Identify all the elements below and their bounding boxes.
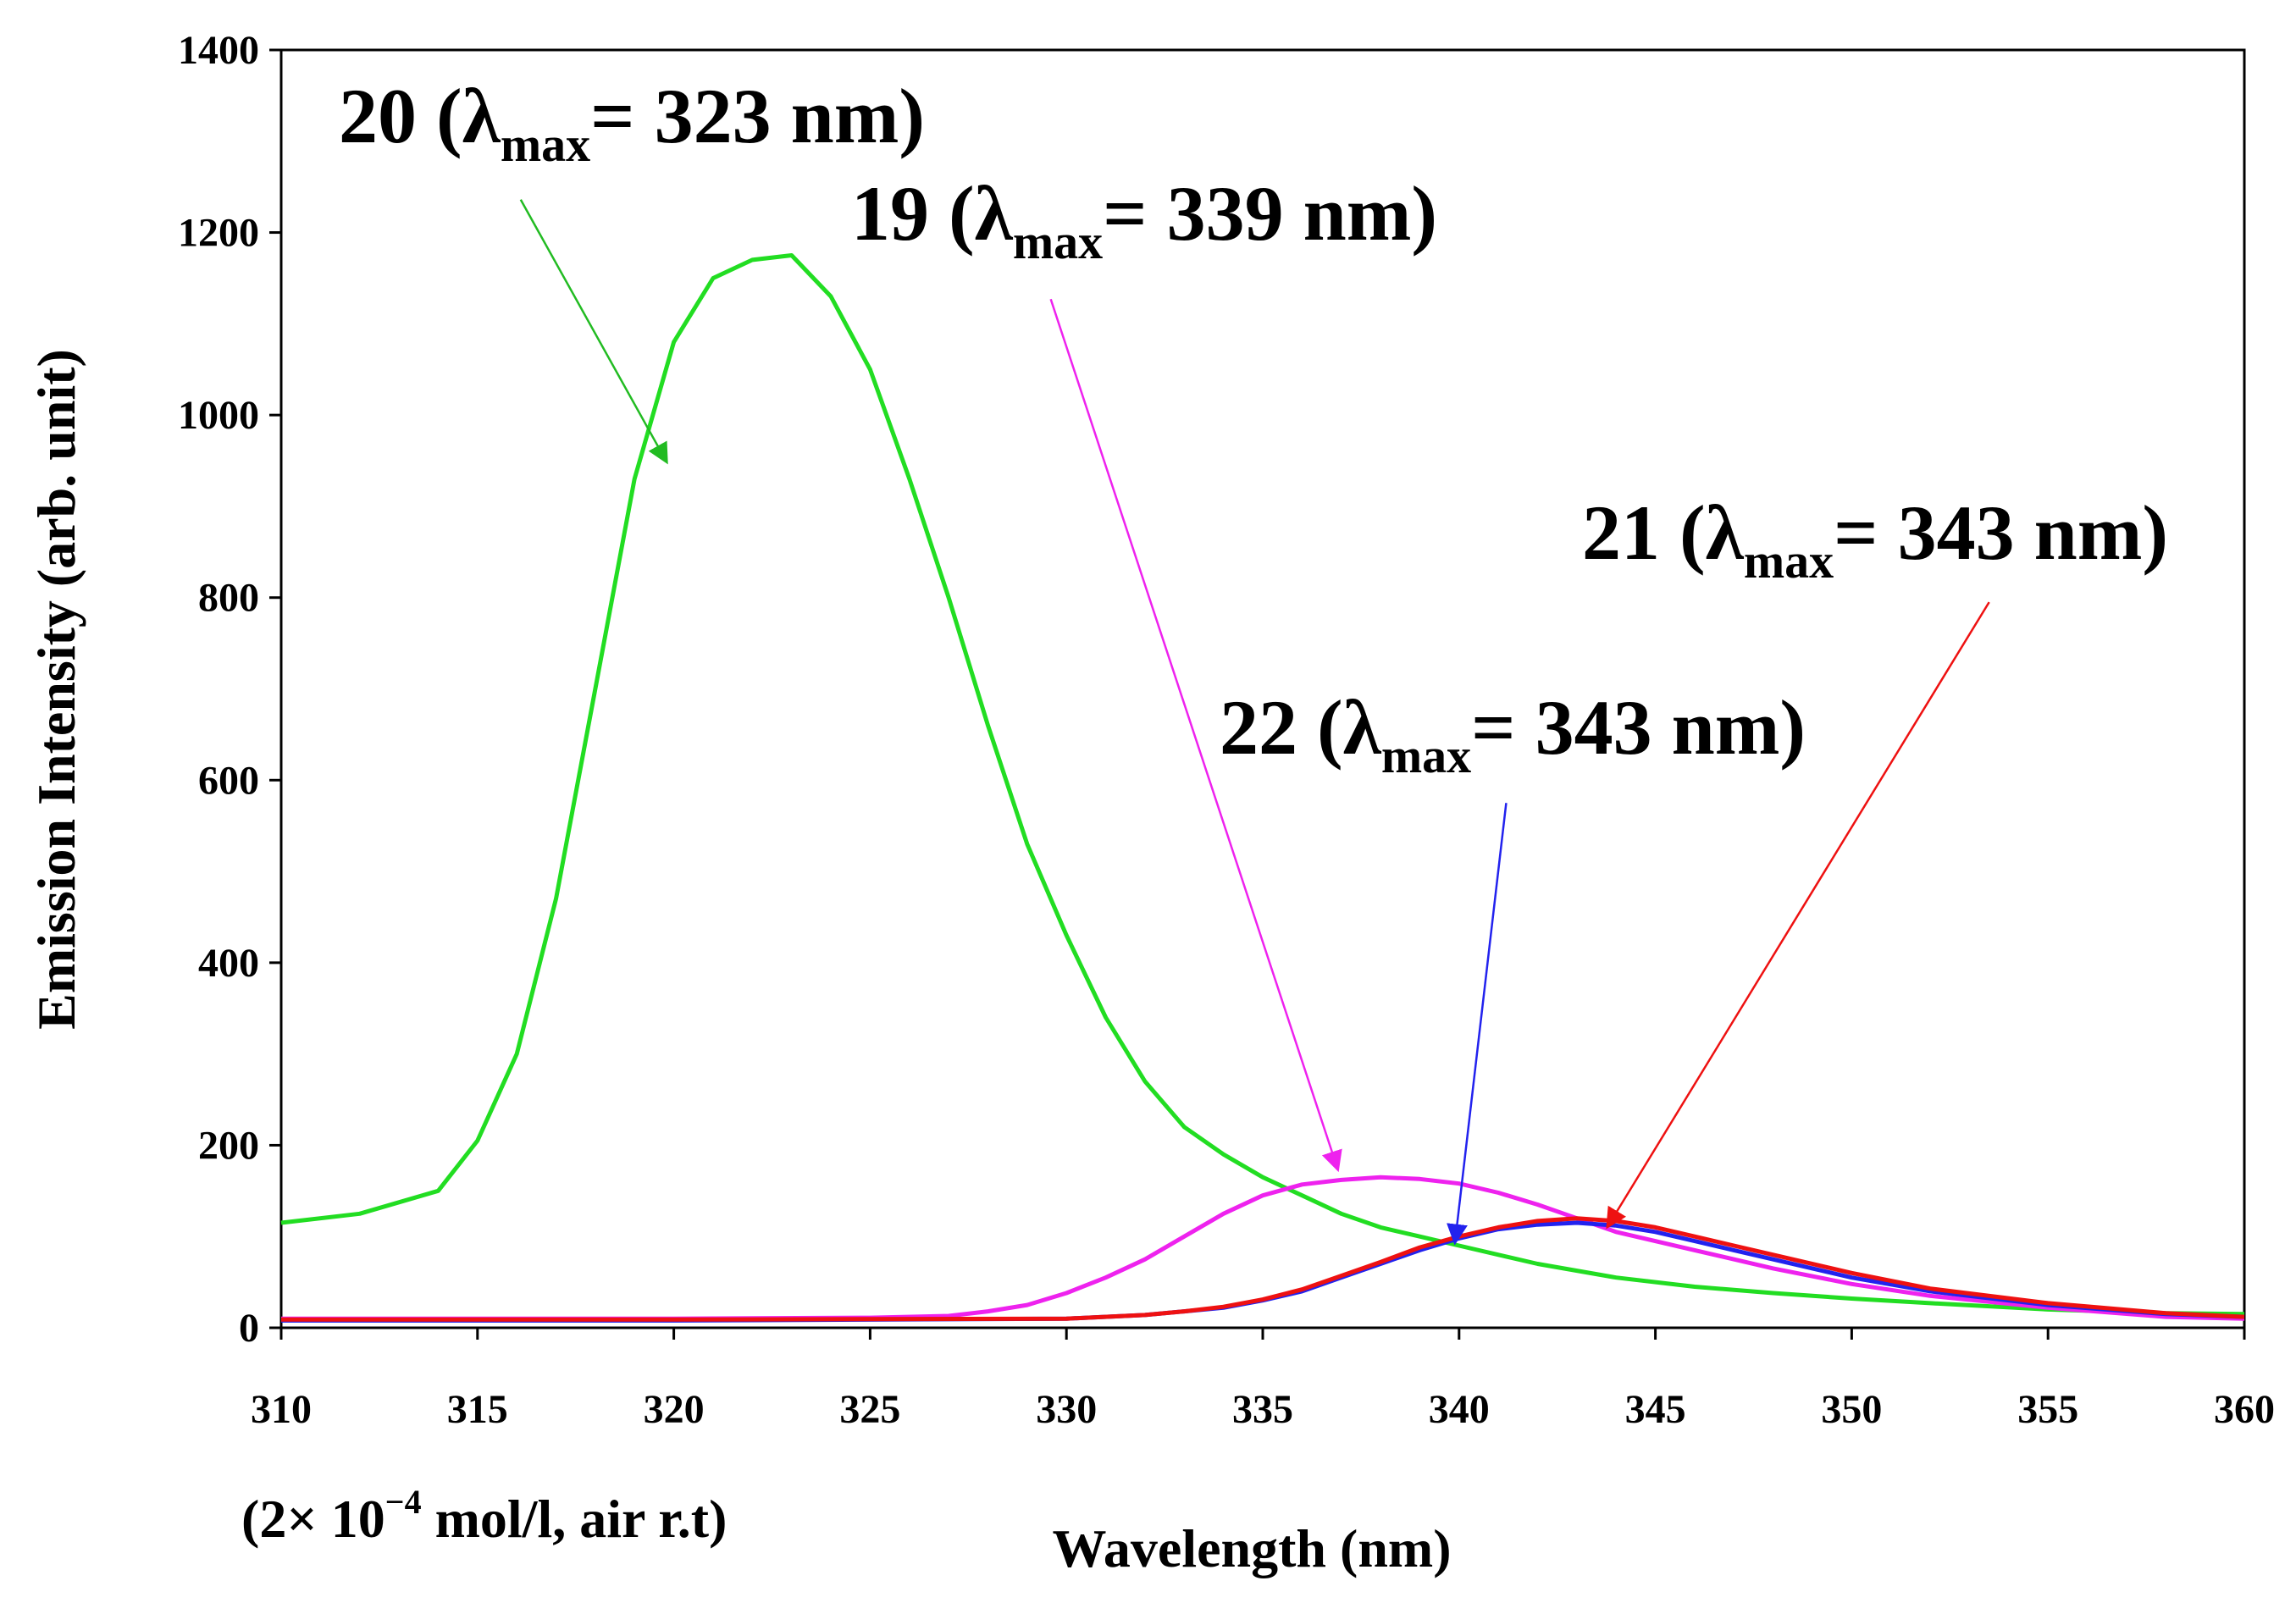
x-axis-ticks: 310 315 320 325 330 335 340 345 350 355 360	[251, 1328, 2275, 1432]
y-tick-label: 1400	[178, 28, 259, 73]
series-line-21	[281, 1216, 2245, 1322]
y-tick-label: 600	[198, 758, 259, 803]
y-tick-label: 800	[198, 576, 259, 621]
x-tick-label: 340	[1429, 1387, 1490, 1432]
concentration-exponent: −4	[385, 1483, 422, 1521]
x-tick-label: 355	[2017, 1387, 2078, 1432]
annotation-arrow-21	[1606, 601, 1990, 1230]
annotation-arrow-22	[1447, 803, 1508, 1246]
x-tick-label: 310	[251, 1387, 312, 1432]
annotation-sub: max	[1381, 728, 1471, 783]
annotation-rest: = 339 nm)	[1103, 170, 1437, 257]
annotation-label-19: 19 (λmax= 339 nm)	[851, 170, 1437, 269]
series-line-20	[280, 253, 2245, 1317]
annotation-layer: 20 (λmax= 323 nm)19 (λmax= 339 nm)22 (λm…	[339, 73, 2168, 1246]
y-tick-label: 400	[198, 941, 259, 986]
annotation-open: (	[417, 73, 462, 159]
y-tick-label: 1000	[178, 393, 259, 438]
y-tick-label: 0	[239, 1306, 259, 1351]
annotation-lambda: λ	[1706, 489, 1745, 576]
x-tick-label: 320	[644, 1387, 705, 1432]
annotation-label-22: 22 (λmax= 343 nm)	[1220, 684, 1806, 783]
annotation-sub: max	[1744, 533, 1834, 589]
annotation-lambda: λ	[975, 170, 1014, 257]
annotation-open: (	[929, 170, 975, 257]
annotation-open: (	[1297, 684, 1343, 771]
concentration-base: 10	[318, 1489, 385, 1549]
y-tick-label: 1200	[178, 211, 259, 256]
x-tick-label: 350	[1821, 1387, 1882, 1432]
annotation-number: 20	[339, 73, 417, 159]
annotation-lambda: λ	[1343, 684, 1382, 771]
annotation-number: 19	[851, 170, 929, 257]
annotation-sub: max	[1013, 214, 1103, 269]
concentration-note: (2× 10−4 mol/l, air r.t)	[241, 1483, 727, 1549]
annotation-lambda: λ	[462, 73, 501, 159]
annotation-sub: max	[501, 117, 590, 172]
annotation-number: 21	[1582, 489, 1660, 576]
x-tick-label: 335	[1232, 1387, 1293, 1432]
x-tick-label: 315	[447, 1387, 508, 1432]
x-tick-label: 345	[1625, 1387, 1686, 1432]
annotation-arrow-19	[1049, 298, 1342, 1173]
series-layer	[280, 253, 2245, 1323]
x-tick-label: 325	[839, 1387, 900, 1432]
annotation-rest: = 343 nm)	[1471, 684, 1806, 771]
annotation-arrow-20	[519, 199, 668, 465]
x-tick-label: 360	[2214, 1387, 2275, 1432]
x-axis-title: Wavelength (nm)	[1052, 1518, 1451, 1578]
times-sign: ×	[286, 1489, 317, 1549]
y-axis-title: Emission Intensity (arb. unit)	[26, 349, 86, 1030]
y-tick-label: 200	[198, 1123, 259, 1168]
annotation-open: (	[1660, 489, 1706, 576]
annotation-label-20: 20 (λmax= 323 nm)	[339, 73, 925, 172]
annotation-rest: = 343 nm)	[1834, 489, 2168, 576]
concentration-suffix: mol/l, air r.t)	[422, 1489, 728, 1549]
annotation-number: 22	[1220, 684, 1297, 771]
annotation-label-21: 21 (λmax= 343 nm)	[1582, 489, 2168, 589]
y-axis-ticks: 0 200 400 600 800 1000 1200 1400	[178, 28, 281, 1351]
series-line-19	[281, 1175, 2245, 1321]
x-tick-label: 330	[1036, 1387, 1097, 1432]
concentration-prefix: (2	[241, 1489, 286, 1549]
annotation-rest: = 323 nm)	[590, 73, 925, 159]
